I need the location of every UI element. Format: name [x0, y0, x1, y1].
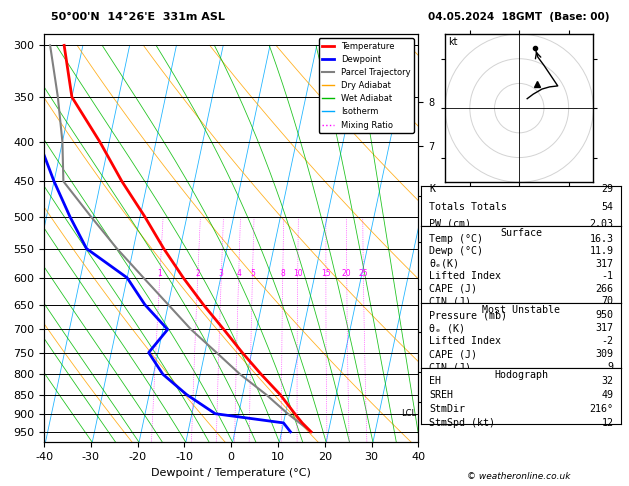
- Text: 266: 266: [596, 284, 613, 294]
- Text: 16.3: 16.3: [589, 234, 613, 244]
- Y-axis label: km
ASL: km ASL: [445, 227, 463, 249]
- Text: Lifted Index: Lifted Index: [430, 271, 501, 281]
- Text: 9: 9: [608, 362, 613, 372]
- Text: 216°: 216°: [589, 404, 613, 414]
- Text: 32: 32: [601, 376, 613, 386]
- Text: 50°00'N  14°26'E  331m ASL: 50°00'N 14°26'E 331m ASL: [52, 12, 225, 22]
- Text: Lifted Index: Lifted Index: [430, 336, 501, 346]
- Text: LCL: LCL: [401, 409, 416, 418]
- Text: 8: 8: [281, 269, 285, 278]
- Text: 2.03: 2.03: [589, 219, 613, 229]
- Text: 70: 70: [601, 296, 613, 306]
- Text: EH: EH: [430, 376, 442, 386]
- Text: 12: 12: [601, 418, 613, 428]
- Text: 29: 29: [601, 184, 613, 194]
- Text: CIN (J): CIN (J): [430, 296, 471, 306]
- Text: Surface: Surface: [501, 228, 542, 238]
- Text: 11.9: 11.9: [589, 246, 613, 257]
- Text: K: K: [430, 184, 435, 194]
- Text: Dewp (°C): Dewp (°C): [430, 246, 484, 257]
- Text: 309: 309: [596, 349, 613, 359]
- Text: CIN (J): CIN (J): [430, 362, 471, 372]
- Text: 1: 1: [157, 269, 162, 278]
- Text: Totals Totals: Totals Totals: [430, 202, 508, 212]
- Text: Most Unstable: Most Unstable: [482, 305, 560, 315]
- Text: 5: 5: [250, 269, 255, 278]
- Text: CAPE (J): CAPE (J): [430, 284, 477, 294]
- Text: © weatheronline.co.uk: © weatheronline.co.uk: [467, 472, 571, 481]
- Text: 950: 950: [596, 311, 613, 320]
- Text: 2: 2: [196, 269, 200, 278]
- Text: 15: 15: [321, 269, 331, 278]
- Text: Hodograph: Hodograph: [494, 370, 548, 380]
- Text: θₑ(K): θₑ(K): [430, 259, 459, 269]
- Text: 49: 49: [601, 390, 613, 400]
- Text: SREH: SREH: [430, 390, 454, 400]
- Text: Pressure (mb): Pressure (mb): [430, 311, 508, 320]
- Text: Temp (°C): Temp (°C): [430, 234, 484, 244]
- Text: -2: -2: [601, 336, 613, 346]
- Text: PW (cm): PW (cm): [430, 219, 471, 229]
- X-axis label: Dewpoint / Temperature (°C): Dewpoint / Temperature (°C): [151, 468, 311, 478]
- Text: kt: kt: [448, 37, 457, 47]
- Legend: Temperature, Dewpoint, Parcel Trajectory, Dry Adiabat, Wet Adiabat, Isotherm, Mi: Temperature, Dewpoint, Parcel Trajectory…: [319, 38, 414, 133]
- Text: 25: 25: [359, 269, 368, 278]
- Text: StmDir: StmDir: [430, 404, 465, 414]
- Text: -1: -1: [601, 271, 613, 281]
- Text: 3: 3: [219, 269, 224, 278]
- Text: 317: 317: [596, 323, 613, 333]
- Text: 54: 54: [601, 202, 613, 212]
- Text: 20: 20: [342, 269, 352, 278]
- Text: θₑ (K): θₑ (K): [430, 323, 465, 333]
- Text: Mixing Ratio (g/kg): Mixing Ratio (g/kg): [430, 221, 439, 300]
- Text: 04.05.2024  18GMT  (Base: 00): 04.05.2024 18GMT (Base: 00): [428, 12, 610, 22]
- Text: 317: 317: [596, 259, 613, 269]
- Text: 10: 10: [293, 269, 303, 278]
- Text: CAPE (J): CAPE (J): [430, 349, 477, 359]
- Text: StmSpd (kt): StmSpd (kt): [430, 418, 496, 428]
- Text: 4: 4: [236, 269, 241, 278]
